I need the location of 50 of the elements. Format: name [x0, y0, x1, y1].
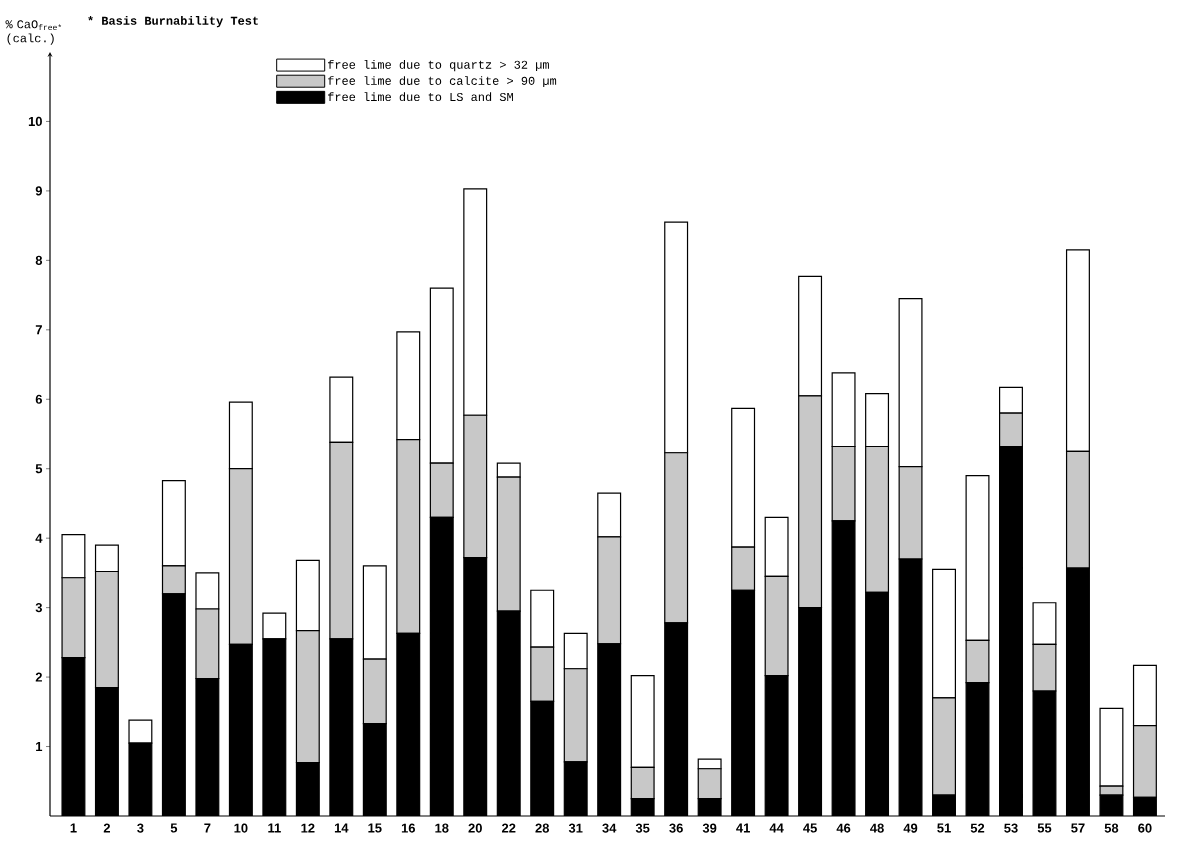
x-tick-label: 45 — [803, 823, 817, 833]
x-tick-label: 15 — [368, 823, 382, 833]
x-tick-label: 16 — [401, 823, 416, 833]
bar — [128, 719, 153, 744]
y-tick-label: 2 — [35, 672, 42, 682]
x-tick-label: 7 — [204, 823, 211, 833]
x-tick-label: 2 — [103, 823, 111, 833]
x-tick-label: 18 — [435, 823, 449, 833]
x-tick-label: 48 — [870, 823, 884, 833]
x-tick-label: 41 — [736, 823, 750, 833]
x-tick-label: 14 — [334, 823, 349, 833]
x-tick-label: 35 — [635, 823, 650, 833]
legend-label: free lime due to quartz > 32 µm — [327, 60, 549, 72]
y-tick-label: 7 — [35, 325, 42, 335]
x-tick-label: 5 — [170, 823, 178, 833]
y-tick-label: 10 — [28, 116, 42, 127]
x-tick-label: 11 — [268, 823, 281, 833]
legend-label: free lime due to calcite > 90 µm — [327, 76, 557, 88]
y-tick-label: 5 — [35, 464, 43, 474]
legend-label: free lime due to LS and SM — [327, 92, 513, 102]
x-tick-label: 39 — [702, 823, 717, 833]
y-tick-label: 4 — [35, 533, 43, 543]
x-tick-label: 31 — [568, 823, 583, 833]
x-tick-label: 55 — [1037, 823, 1052, 833]
x-tick-label: 22 — [501, 823, 516, 833]
x-tick-label: 1 — [70, 823, 77, 833]
x-tick-label: 46 — [836, 823, 851, 833]
x-tick-label: 49 — [903, 823, 918, 833]
x-tick-label: 53 — [1004, 823, 1018, 833]
x-tick-label: 60 — [1138, 823, 1152, 833]
chart-title: * Basis Burnability Test — [88, 16, 258, 28]
x-tick-label: 51 — [937, 823, 951, 833]
y-tick-label: 6 — [35, 394, 43, 404]
x-tick-label: 3 — [137, 823, 144, 833]
x-tick-label: 28 — [535, 823, 550, 833]
x-tick-label: 20 — [468, 823, 482, 833]
y-tick-label: 1 — [36, 742, 43, 751]
y-tick-label: 9 — [35, 186, 42, 196]
bar — [262, 612, 287, 640]
x-tick-label: 57 — [1071, 823, 1085, 833]
x-tick-label: 52 — [970, 823, 985, 833]
x-tick-label: 36 — [669, 823, 683, 833]
x-tick-label: 58 — [1104, 823, 1119, 833]
x-tick-label: 44 — [769, 823, 784, 833]
y-tick-label: 3 — [35, 603, 43, 613]
x-tick-label: 34 — [602, 823, 617, 833]
y-axis-title: % CaO$_{free*}$ (calc.) — [5, 20, 62, 45]
y-tick-label: 8 — [35, 255, 43, 265]
x-tick-label: 10 — [234, 823, 248, 833]
x-tick-label: 12 — [301, 823, 315, 833]
